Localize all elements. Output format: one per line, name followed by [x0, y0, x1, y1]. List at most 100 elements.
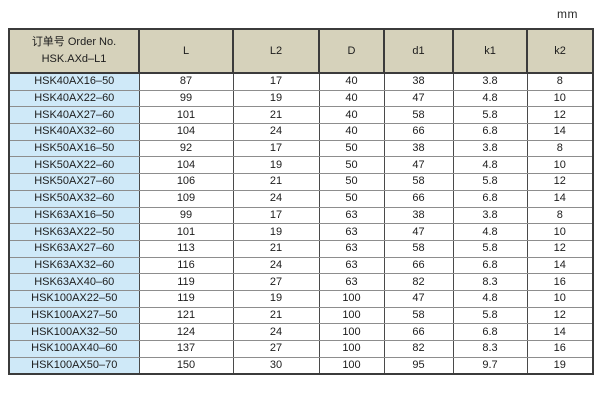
value-cell: 66 — [383, 323, 454, 341]
value-cell: 17 — [232, 72, 320, 91]
value-cell: 21 — [232, 306, 320, 325]
table-row: HSK63AX22–50 101 19 63 47 4.8 10 — [8, 223, 594, 241]
value-cell: 27 — [232, 273, 320, 291]
value-cell: 109 — [138, 189, 234, 208]
value-cell: 14 — [526, 256, 594, 275]
value-cell: 92 — [138, 139, 234, 158]
order-no-cell: HSK50AX27–60 — [8, 173, 140, 191]
table-row: HSK63AX27–60 113 21 63 58 5.8 12 — [8, 239, 594, 258]
value-cell: 21 — [232, 106, 320, 125]
value-cell: 137 — [138, 340, 234, 358]
value-cell: 58 — [383, 239, 454, 258]
value-cell: 27 — [232, 340, 320, 358]
value-cell: 63 — [318, 273, 385, 291]
value-cell: 8.3 — [452, 273, 528, 291]
order-no-cell: HSK100AX50–70 — [8, 356, 140, 376]
table-row: HSK100AX32–50 124 24 100 66 6.8 14 — [8, 323, 594, 341]
value-cell: 113 — [138, 239, 234, 258]
value-cell: 16 — [526, 340, 594, 358]
value-cell: 14 — [526, 189, 594, 208]
spec-table-header: 订单号 Order No. HSK.AXd–L1 L L2 D d1 k1 k2 — [8, 28, 594, 74]
value-cell: 95 — [383, 356, 454, 376]
value-cell: 50 — [318, 156, 385, 175]
order-no-cell: HSK50AX16–50 — [8, 139, 140, 158]
value-cell: 106 — [138, 173, 234, 191]
value-cell: 21 — [232, 173, 320, 191]
value-cell: 100 — [318, 340, 385, 358]
value-cell: 5.8 — [452, 239, 528, 258]
column-header-L2: L2 — [232, 28, 320, 74]
value-cell: 12 — [526, 239, 594, 258]
order-no-cell: HSK40AX22–60 — [8, 89, 140, 108]
value-cell: 8.3 — [452, 340, 528, 358]
column-header-k2: k2 — [526, 28, 594, 74]
value-cell: 17 — [232, 139, 320, 158]
value-cell: 12 — [526, 173, 594, 191]
value-cell: 14 — [526, 323, 594, 341]
order-no-cell: HSK100AX32–50 — [8, 323, 140, 341]
order-no-cell: HSK63AX16–50 — [8, 206, 140, 225]
value-cell: 3.8 — [452, 72, 528, 91]
value-cell: 19 — [232, 223, 320, 241]
value-cell: 58 — [383, 306, 454, 325]
value-cell: 121 — [138, 306, 234, 325]
table-row: HSK40AX32–60 104 24 40 66 6.8 14 — [8, 123, 594, 141]
value-cell: 4.8 — [452, 156, 528, 175]
value-cell: 99 — [138, 206, 234, 225]
value-cell: 38 — [383, 139, 454, 158]
value-cell: 10 — [526, 223, 594, 241]
value-cell: 47 — [383, 89, 454, 108]
value-cell: 19 — [232, 156, 320, 175]
value-cell: 100 — [318, 306, 385, 325]
value-cell: 3.8 — [452, 139, 528, 158]
column-header-D: D — [318, 28, 385, 74]
order-no-cell: HSK63AX40–60 — [8, 273, 140, 291]
table-row: HSK100AX40–60 137 27 100 82 8.3 16 — [8, 340, 594, 358]
value-cell: 63 — [318, 239, 385, 258]
column-header-d1: d1 — [383, 28, 454, 74]
order-no-cell: HSK100AX27–50 — [8, 306, 140, 325]
value-cell: 4.8 — [452, 89, 528, 108]
order-no-cell: HSK40AX16–50 — [8, 72, 140, 91]
value-cell: 17 — [232, 206, 320, 225]
order-no-cell: HSK50AX22–60 — [8, 156, 140, 175]
order-no-cell: HSK100AX40–60 — [8, 340, 140, 358]
value-cell: 47 — [383, 156, 454, 175]
table-row: HSK100AX27–50 121 21 100 58 5.8 12 — [8, 306, 594, 325]
value-cell: 38 — [383, 72, 454, 91]
order-no-cell: HSK63AX22–50 — [8, 223, 140, 241]
value-cell: 40 — [318, 72, 385, 91]
value-cell: 4.8 — [452, 289, 528, 308]
value-cell: 30 — [232, 356, 320, 376]
unit-label: mm — [557, 7, 578, 21]
order-no-cell: HSK63AX27–60 — [8, 239, 140, 258]
value-cell: 14 — [526, 123, 594, 141]
value-cell: 5.8 — [452, 306, 528, 325]
value-cell: 150 — [138, 356, 234, 376]
value-cell: 104 — [138, 123, 234, 141]
value-cell: 6.8 — [452, 323, 528, 341]
value-cell: 4.8 — [452, 223, 528, 241]
table-row: HSK50AX22–60 104 19 50 47 4.8 10 — [8, 156, 594, 175]
value-cell: 24 — [232, 123, 320, 141]
value-cell: 47 — [383, 289, 454, 308]
value-cell: 63 — [318, 256, 385, 275]
value-cell: 3.8 — [452, 206, 528, 225]
order-no-cell: HSK63AX32–60 — [8, 256, 140, 275]
value-cell: 19 — [232, 289, 320, 308]
order-no-cell: HSK40AX27–60 — [8, 106, 140, 125]
value-cell: 10 — [526, 289, 594, 308]
value-cell: 12 — [526, 306, 594, 325]
value-cell: 50 — [318, 173, 385, 191]
value-cell: 40 — [318, 89, 385, 108]
value-cell: 19 — [526, 356, 594, 376]
table-row: HSK63AX32–60 116 24 63 66 6.8 14 — [8, 256, 594, 275]
table-row: HSK100AX50–70 150 30 100 95 9.7 19 — [8, 356, 594, 376]
value-cell: 58 — [383, 106, 454, 125]
value-cell: 119 — [138, 289, 234, 308]
column-header-L: L — [138, 28, 234, 74]
table-row: HSK40AX27–60 101 21 40 58 5.8 12 — [8, 106, 594, 125]
value-cell: 6.8 — [452, 123, 528, 141]
order-no-cell: HSK50AX32–60 — [8, 189, 140, 208]
value-cell: 99 — [138, 89, 234, 108]
